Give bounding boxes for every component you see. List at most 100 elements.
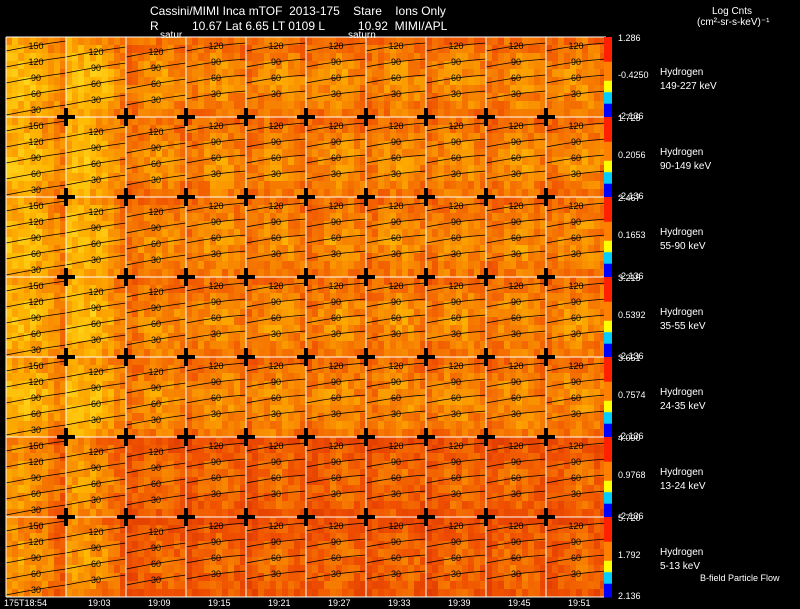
heatmap-cell <box>210 85 216 93</box>
heatmap-cell <box>348 357 354 365</box>
heatmap-cell <box>30 421 36 429</box>
heatmap-cell <box>66 413 72 421</box>
heatmap-cell <box>480 373 486 381</box>
heatmap-cell <box>222 213 228 221</box>
heatmap-cell <box>138 277 144 285</box>
heatmap-cell <box>468 293 474 301</box>
heatmap-cell <box>108 37 114 45</box>
heatmap-cell <box>84 165 90 173</box>
heatmap-cell <box>582 405 588 413</box>
heatmap-cell <box>42 253 48 261</box>
heatmap-cell <box>126 413 132 421</box>
heatmap-cell <box>588 125 594 133</box>
heatmap-cell <box>138 37 144 45</box>
heatmap-cell <box>96 413 102 421</box>
heatmap-cell <box>474 301 480 309</box>
heatmap-cell <box>54 109 60 117</box>
heatmap-cell <box>354 133 360 141</box>
heatmap-cell <box>354 365 360 373</box>
heatmap-cell <box>354 261 360 269</box>
heatmap-cell <box>378 37 384 45</box>
heatmap-cell <box>498 69 504 77</box>
heatmap-cell <box>300 125 306 133</box>
heatmap-cell <box>288 141 294 149</box>
heatmap-cell <box>282 61 288 69</box>
heatmap-cell <box>546 109 552 117</box>
heatmap-cell <box>408 325 414 333</box>
heatmap-cell <box>102 149 108 157</box>
heatmap-cell <box>588 213 594 221</box>
heatmap-cell <box>462 277 468 285</box>
heatmap-cell <box>96 205 102 213</box>
heatmap-cell <box>372 189 378 197</box>
heatmap-cell <box>438 221 444 229</box>
heatmap-cell <box>534 181 540 189</box>
heatmap-cell <box>18 277 24 285</box>
heatmap-cell <box>156 429 162 437</box>
heatmap-cell <box>324 253 330 261</box>
heatmap-cell <box>522 309 528 317</box>
heatmap-cell <box>162 101 168 109</box>
heatmap-cell <box>330 213 336 221</box>
heatmap-cell <box>240 149 246 157</box>
heatmap-cell <box>462 205 468 213</box>
heatmap-cell <box>78 77 84 85</box>
heatmap-cell <box>72 133 78 141</box>
heatmap-cell <box>210 301 216 309</box>
heatmap-cell <box>42 349 48 357</box>
heatmap-cell <box>228 341 234 349</box>
heatmap-cell <box>402 253 408 261</box>
heatmap-cell <box>390 101 396 109</box>
heatmap-cell <box>156 165 162 173</box>
heatmap-cell <box>132 157 138 165</box>
heatmap-cell <box>60 285 66 293</box>
heatmap-cell <box>204 341 210 349</box>
heatmap-cell <box>534 309 540 317</box>
heatmap-cell <box>444 429 450 437</box>
heatmap-cell <box>264 53 270 61</box>
heatmap-cell <box>258 85 264 93</box>
heatmap-cell <box>504 133 510 141</box>
heatmap-cell <box>324 389 330 397</box>
heatmap-cell <box>72 85 78 93</box>
heatmap-cell <box>282 149 288 157</box>
heatmap-cell <box>558 373 564 381</box>
heatmap-cell <box>378 333 384 341</box>
heatmap-cell <box>18 381 24 389</box>
heatmap-cell <box>336 365 342 373</box>
heatmap-cell <box>102 85 108 93</box>
heatmap-cell <box>480 277 486 285</box>
heatmap-cell <box>246 37 252 45</box>
heatmap-cell <box>534 221 540 229</box>
heatmap-cell <box>450 309 456 317</box>
heatmap-cell <box>90 173 96 181</box>
heatmap-cell <box>66 77 72 85</box>
heatmap-cell <box>528 221 534 229</box>
heatmap-cell <box>498 261 504 269</box>
heatmap-cell <box>312 373 318 381</box>
heatmap-cell <box>234 357 240 365</box>
heatmap-cell <box>426 93 432 101</box>
heatmap-cell <box>294 173 300 181</box>
heatmap-cell <box>336 413 342 421</box>
heatmap-cell <box>210 133 216 141</box>
heatmap-cell <box>564 69 570 77</box>
heatmap-cell <box>54 101 60 109</box>
heatmap-cell <box>360 53 366 61</box>
heatmap-cell <box>90 309 96 317</box>
heatmap-cell <box>246 221 252 229</box>
heatmap-cell <box>234 77 240 85</box>
heatmap-cell <box>192 213 198 221</box>
heatmap-cell <box>72 37 78 45</box>
heatmap-cell <box>66 261 72 269</box>
heatmap-cell <box>210 357 216 365</box>
heatmap-cell <box>114 213 120 221</box>
heatmap-cell <box>174 381 180 389</box>
heatmap-cell <box>366 101 372 109</box>
heatmap-cell <box>60 261 66 269</box>
heatmap-cell <box>210 189 216 197</box>
heatmap-cell <box>600 205 606 213</box>
heatmap-cell <box>594 317 600 325</box>
heatmap-cell <box>258 349 264 357</box>
heatmap-cell <box>456 181 462 189</box>
